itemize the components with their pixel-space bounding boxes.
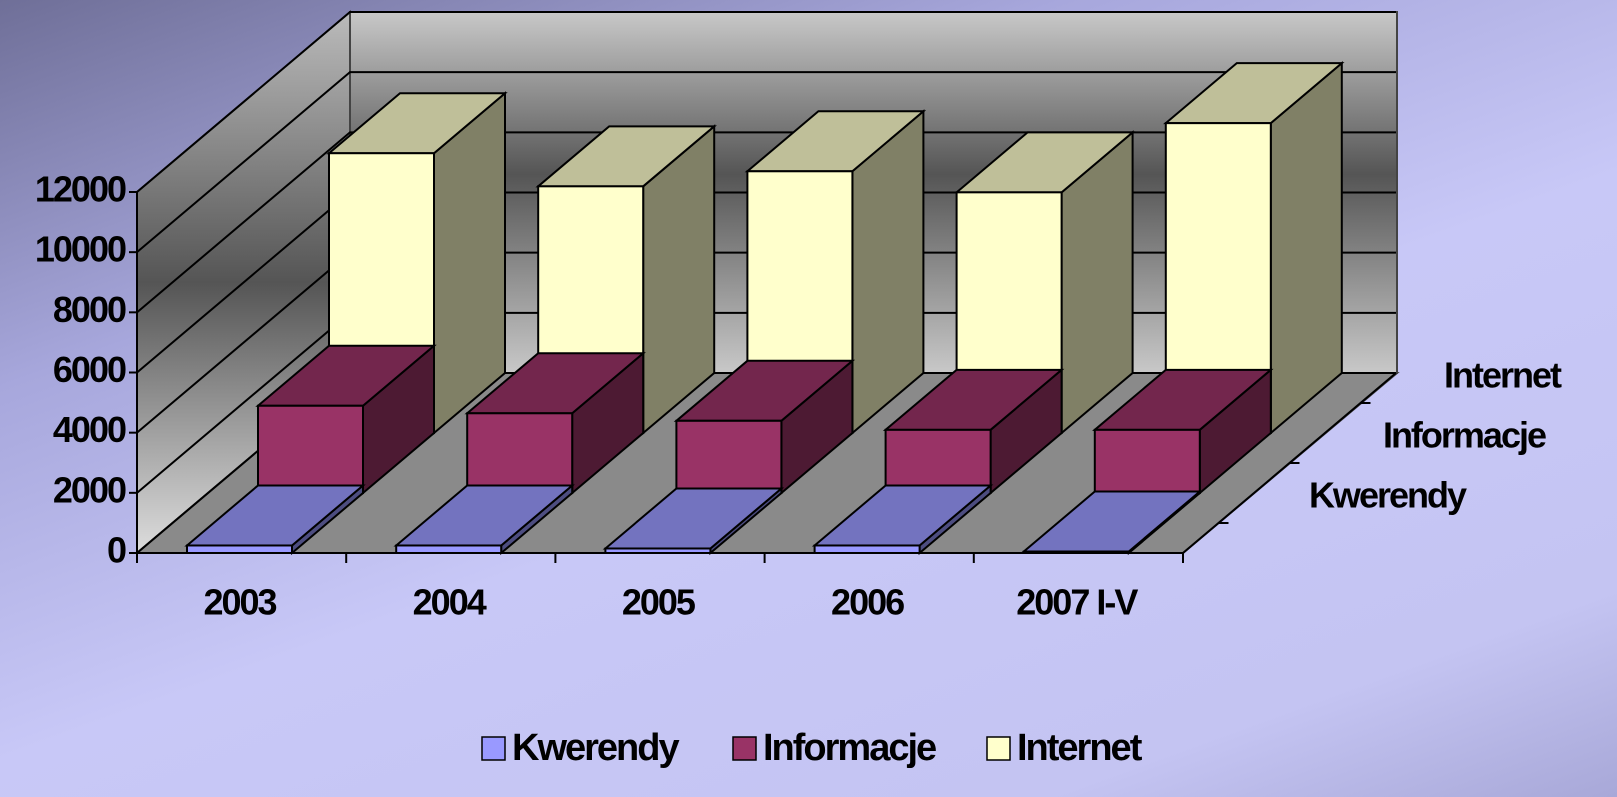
bar <box>184 483 366 556</box>
bar-side <box>1269 60 1343 436</box>
y-tick-label: 10000 <box>35 229 126 270</box>
bar <box>882 367 1065 496</box>
bar <box>673 358 856 496</box>
depth-label: Informacje <box>1383 415 1546 456</box>
y-tick-label: 2000 <box>53 469 126 510</box>
y-tick-label: 8000 <box>53 289 126 330</box>
x-tick-label: 2005 <box>622 582 696 623</box>
legend-label: Kwerendy <box>512 727 679 769</box>
bar <box>464 351 646 496</box>
bar-front <box>466 412 574 495</box>
depth-label: Kwerendy <box>1309 475 1467 516</box>
bar <box>1092 367 1274 496</box>
y-tick-label: 12000 <box>35 169 126 210</box>
bar-front <box>395 544 503 555</box>
legend-label: Informacje <box>763 727 936 769</box>
x-tick-label: 2004 <box>413 582 487 623</box>
bar-front <box>257 404 364 494</box>
depth-label: Internet <box>1444 355 1562 396</box>
grid-line <box>136 11 1396 193</box>
y-tick-label: 6000 <box>53 349 126 390</box>
legend-swatch <box>986 736 1011 761</box>
legend-swatch <box>732 736 757 761</box>
y-tick-label: 4000 <box>53 409 126 450</box>
x-tick-label: 2007 I-V <box>1016 582 1138 623</box>
bar <box>393 483 575 556</box>
legend-label: Internet <box>1017 727 1143 769</box>
x-tick-label: 2003 <box>203 582 276 623</box>
bar-front <box>813 544 921 555</box>
bar <box>811 483 994 556</box>
grid-line <box>136 71 1396 253</box>
bar-front <box>884 428 992 495</box>
bar-front <box>675 419 783 494</box>
bar <box>255 343 437 496</box>
legend-swatch <box>481 736 506 761</box>
bar-front <box>186 544 293 555</box>
bar-front <box>1093 428 1201 495</box>
x-tick-label: 2006 <box>831 582 904 623</box>
y-tick-label: 0 <box>107 530 126 571</box>
